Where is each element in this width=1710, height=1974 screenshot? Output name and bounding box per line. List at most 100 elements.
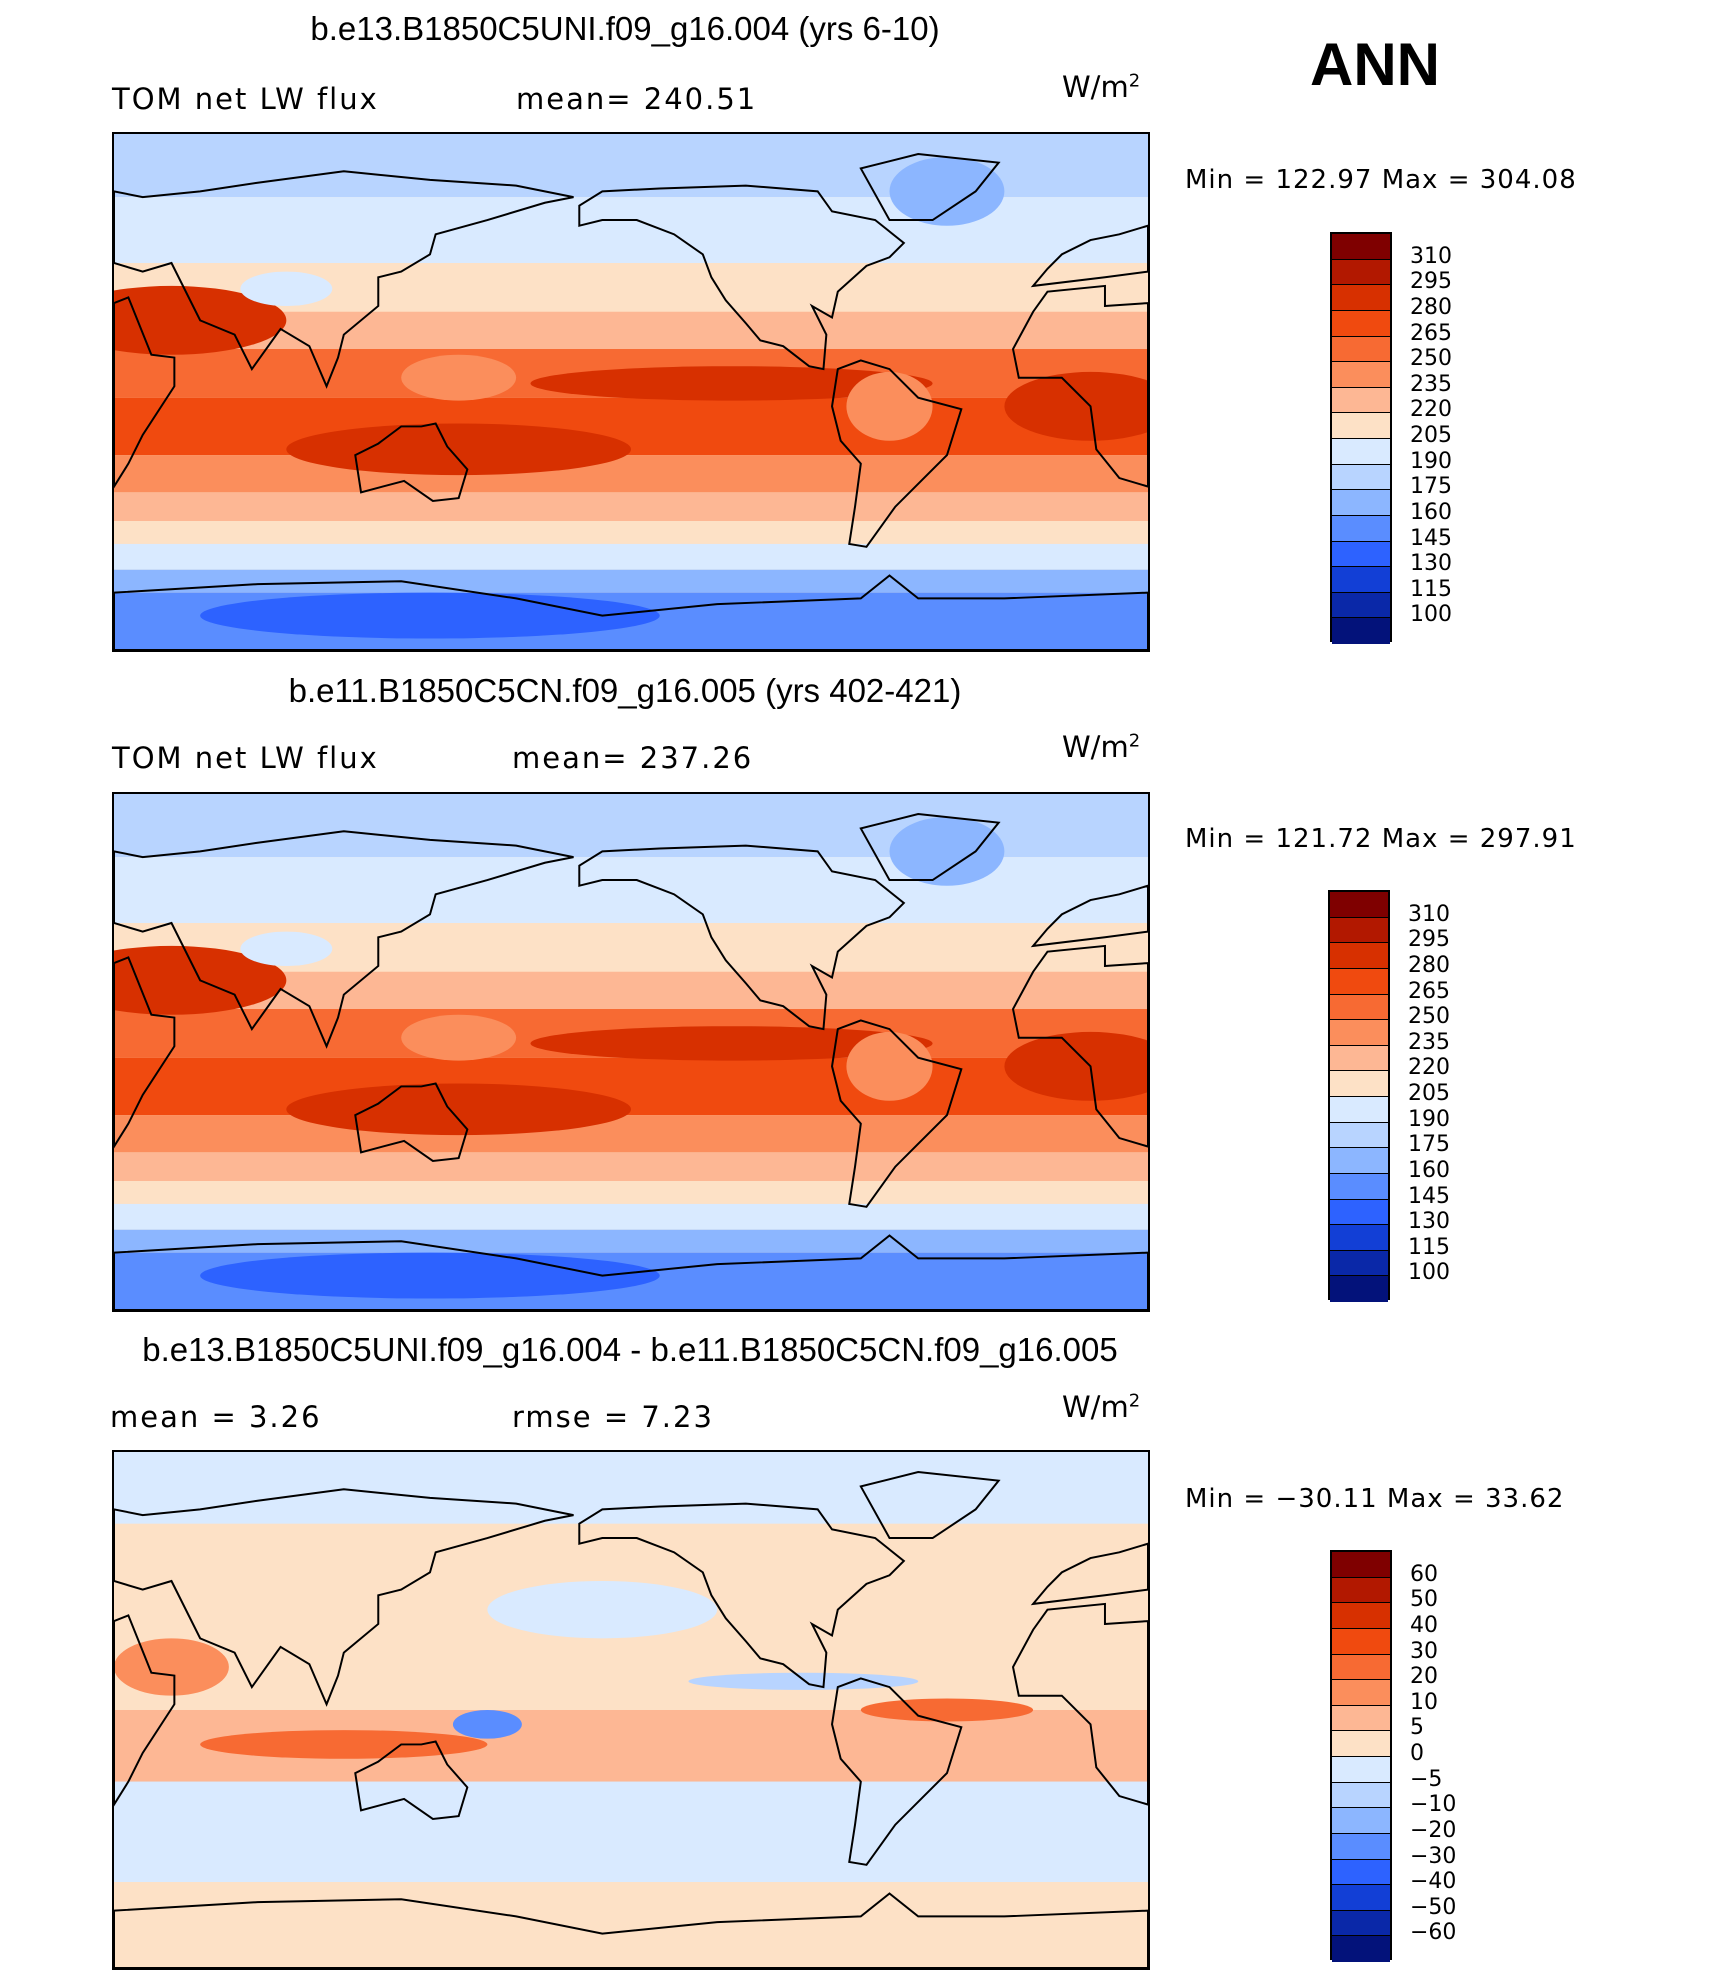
field-patch [688,1672,919,1690]
coastline [859,1471,1001,1540]
coastline [859,153,1001,222]
panel-2-variable-label: TOM net LW flux [112,741,379,775]
colorbar-tick-label: 115 [1410,576,1452,602]
field-band [114,1152,1148,1181]
colorbar-tick-label: −5 [1410,1766,1443,1792]
colorbar-swatch [1332,387,1390,414]
field-maximum [1004,371,1148,441]
colorbar-tick-label: 50 [1410,1587,1438,1613]
field-patch [114,1638,229,1696]
colorbar-tick-label: 5 [1410,1715,1424,1741]
colorbar-swatch [1330,943,1388,969]
field-minimum [889,816,1005,886]
coastline [578,844,906,1031]
colorbar-swatch [1332,618,1390,644]
colorbar-tick-label: 280 [1408,952,1450,978]
colorbar-swatch [1330,1045,1388,1072]
panel-1-units-exponent: 2 [1128,70,1141,92]
colorbar-swatch [1332,1705,1390,1732]
colorbar-swatch [1332,592,1390,619]
map-canvas [114,794,1148,1310]
panel-1-mean-label: mean= 240.51 [516,82,758,116]
colorbar-tick-label: 175 [1410,474,1452,500]
field-band [114,397,1148,456]
colorbar-tick-label: 115 [1408,1234,1450,1260]
coastline [1030,224,1148,288]
panel-2-minmax: Min = 121.72 Max = 297.91 [1185,824,1577,854]
colorbar-tick-label: 265 [1410,320,1452,346]
colorbar-swatches [1330,232,1392,644]
panel-2-units-base: W/m [1062,730,1129,764]
colorbar-tick-label: 235 [1408,1029,1450,1055]
panel-3-units-exponent: 2 [1128,1390,1141,1412]
colorbar-tick-label: 175 [1408,1132,1450,1158]
colorbar-tick-label: −50 [1410,1894,1457,1920]
colorbar-tick-label: 220 [1410,397,1452,423]
field-maximum [860,1698,1034,1722]
colorbar-swatch [1330,1199,1388,1226]
colorbar-swatch [1332,541,1390,568]
coastline [114,170,574,389]
panel-1-variable-label: TOM net LW flux [112,82,379,116]
coastline [114,1892,1148,1968]
colorbar-tick-label: 160 [1410,499,1452,525]
field-band [114,1781,1148,1882]
coastline [578,184,906,371]
coastline [114,1614,176,1807]
colorbar-tick-label: 60 [1410,1561,1438,1587]
colorbar-swatch [1330,1250,1388,1277]
coastline [831,359,963,548]
colorbar-tick-label: 250 [1410,346,1452,372]
colorbar-tick-label: 130 [1410,551,1452,577]
colorbar-swatch [1332,1577,1390,1604]
colorbar-swatch [1332,439,1390,465]
colorbar-swatch [1332,310,1390,337]
colorbar-swatch [1332,1731,1390,1757]
panel-1-title: b.e13.B1850C5UNI.f09_g16.004 (yrs 6-10) [310,10,940,47]
panel-2-mean-label: mean= 237.26 [512,741,754,775]
colorbar-swatch [1332,1757,1390,1783]
colorbar-swatch [1332,1628,1390,1655]
field-band [114,1181,1148,1204]
colorbar-tick-label: 40 [1410,1612,1438,1638]
colorbar-tick-label: 10 [1410,1689,1438,1715]
field-minimum [200,1252,660,1299]
coastline [114,830,574,1049]
colorbar-swatch [1332,362,1390,388]
coastline [114,1488,574,1707]
colorbar-swatch [1330,1097,1388,1123]
field-minimum [240,931,333,966]
field-band [114,492,1148,521]
coastline [354,422,469,502]
panel-3-minmax: Min = −30.11 Max = 33.62 [1185,1484,1565,1514]
colorbar-tick-label: 205 [1410,423,1452,448]
field-patch [846,1031,933,1101]
colorbar-swatch [1330,1122,1388,1149]
field-maximum [1004,1031,1148,1101]
field-band [114,521,1148,544]
panel-1-units-base: W/m [1062,70,1129,104]
colorbar-tick-label: 145 [1410,525,1452,551]
coastline [114,296,176,489]
coastline [354,1740,469,1820]
colorbar-tick-label: −40 [1410,1869,1457,1895]
colorbar-swatch [1330,994,1388,1021]
panel-2-map [112,792,1150,1312]
field-band [114,1203,1148,1230]
colorbar-swatch [1330,1225,1388,1251]
field-patch [401,354,517,401]
coastline [831,1019,963,1208]
colorbar-swatch [1330,1276,1388,1302]
colorbar-tick-label: −30 [1410,1843,1457,1869]
field-patch [846,371,933,441]
colorbar-swatch [1330,917,1388,944]
field-minimum [452,1710,522,1739]
field-band [114,543,1148,570]
panel-3-units-base: W/m [1062,1390,1129,1424]
field-band [114,311,1148,349]
colorbar-tick-label: 130 [1408,1209,1450,1235]
colorbar-swatch [1332,413,1390,439]
coastline [114,956,176,1149]
coastline [1011,944,1148,1148]
panel-3-map [112,1450,1150,1970]
